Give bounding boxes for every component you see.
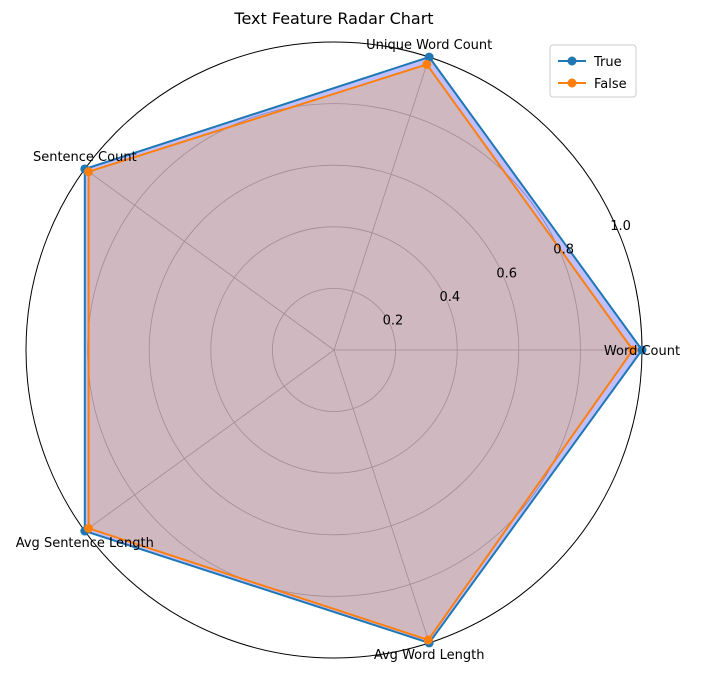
category-label: Sentence Count [33,150,137,165]
data-point-true [637,345,647,355]
spoke-line [84,168,335,351]
radial-tick-label: 0.8 [553,243,574,258]
data-point-false [628,345,638,355]
series-layer [80,52,647,648]
chart-title: Text Feature Radar Chart [233,9,433,28]
category-label: Avg Sentence Length [16,536,154,551]
legend-marker [567,56,577,66]
series-fill-true [84,57,643,643]
spoke-line [84,349,335,532]
axis-labels: 0.2 0.4 0.6 0.8 1.0 Word Count Unique Word Cou… [16,38,680,663]
radial-grid [25,41,643,659]
series-line-false [87,63,635,642]
legend-label: False [594,77,627,92]
legend: True False [549,44,637,98]
radial-tick-label: 0.4 [439,290,460,305]
data-point-false [423,635,433,645]
data-point-false [84,167,94,177]
category-label: Unique Word Count [366,38,492,53]
radial-tick-label: 1.0 [610,219,631,234]
legend-label: True [593,55,622,70]
category-label: Avg Word Length [374,648,485,663]
spoke-line [333,56,430,351]
series-line-true [83,55,644,645]
series-fill-false [88,64,633,640]
data-point-true [424,52,434,62]
spoke-line [333,349,430,644]
radial-tick-label: 0.2 [383,313,404,328]
data-point-false [84,523,94,533]
radial-tick-label: 0.6 [496,266,517,281]
category-label: Word Count [604,344,680,359]
data-point-false [422,59,432,69]
legend-marker [567,78,577,88]
